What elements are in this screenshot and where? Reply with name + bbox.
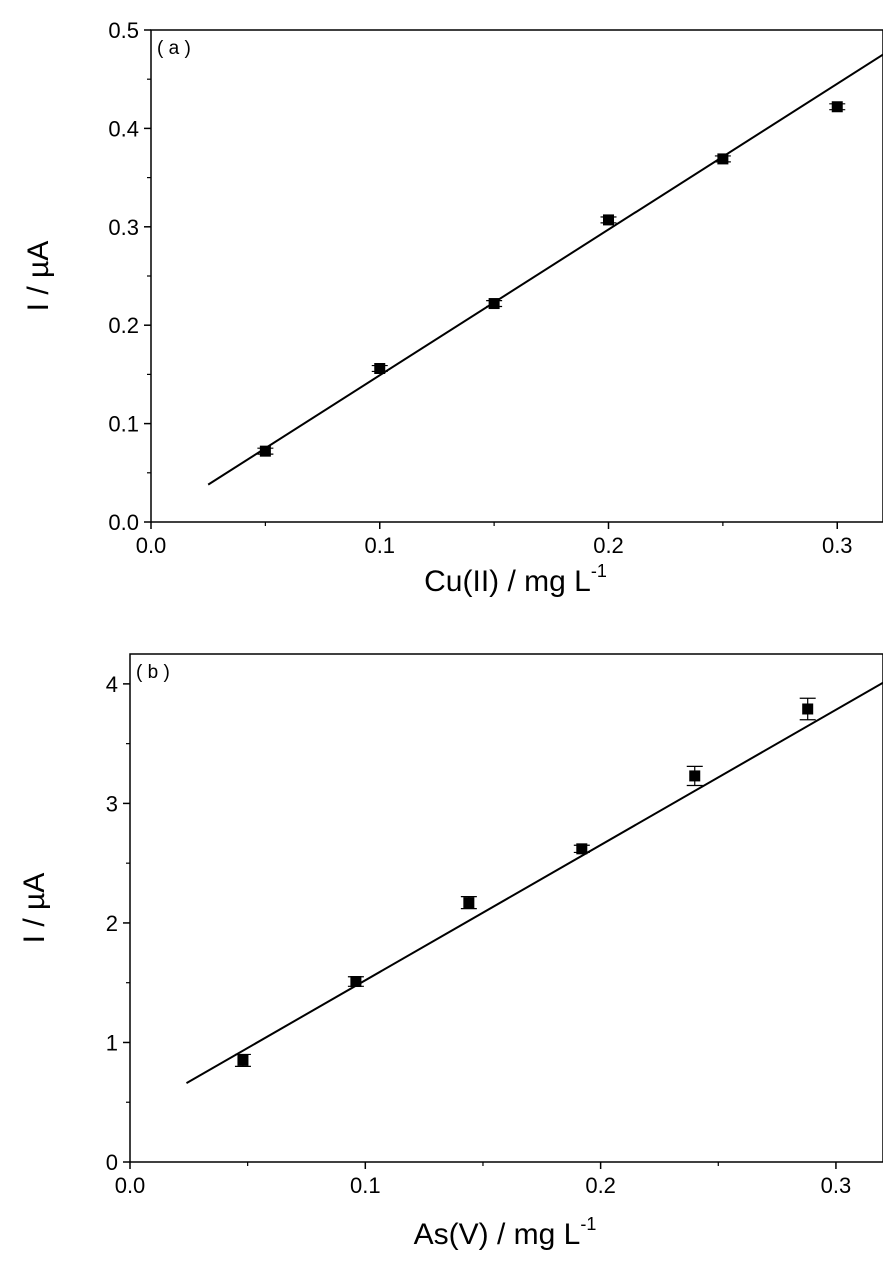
x-axis-title: Cu(II) / mg L-1	[424, 561, 607, 598]
chart-panel: 0.0 0.1 0.2 0.3 0.0 0.1 0.2 0.3 0.4 0.5 ( a ) Cu(II…	[22, 18, 883, 598]
x-tick-label: 0.3	[822, 533, 853, 558]
x-tick-label: 0.2	[593, 533, 624, 558]
x-tick-label: 0.0	[115, 1173, 146, 1198]
data-point	[802, 703, 814, 715]
y-tick-label: 3	[106, 791, 118, 816]
y-tick-label: 0.1	[108, 412, 139, 437]
x-tick-label: 0.0	[136, 533, 167, 558]
data-point	[576, 843, 588, 855]
y-tick-label: 1	[106, 1030, 118, 1055]
data-point	[717, 153, 729, 165]
data-point	[259, 445, 271, 457]
x-axis-title-exponent: -1	[591, 561, 607, 581]
x-tick-label: 0.1	[350, 1173, 381, 1198]
y-tick-label: 0	[106, 1150, 118, 1175]
x-axis-title: As(V) / mg L-1	[414, 1214, 597, 1251]
data-point	[488, 298, 500, 310]
plot-frame	[129, 653, 883, 1163]
panel-label: ( b )	[136, 662, 170, 683]
fit-line	[185, 681, 883, 1084]
x-tick-label: 0.1	[364, 533, 395, 558]
y-tick-label: 0.0	[108, 510, 139, 535]
y-tick-label: 0.5	[108, 18, 139, 43]
y-axis-title: I / µA	[18, 873, 51, 944]
data-point	[603, 214, 614, 226]
data-point	[831, 101, 843, 113]
y-tick-label: 0.4	[108, 116, 139, 141]
x-axis-title-exponent: -1	[580, 1214, 596, 1234]
data-point	[350, 976, 362, 988]
x-axis-title-text: As(V) / mg L	[414, 1218, 581, 1251]
data-point	[463, 897, 475, 909]
y-tick-label: 2	[106, 911, 118, 936]
data-point	[237, 1054, 249, 1066]
y-tick-label: 4	[106, 672, 118, 697]
x-tick-label: 0.3	[821, 1173, 852, 1198]
chart-panel: 0.0 0.1 0.2 0.3 0 1 2 3 4 ( b ) As(V) / mg L-1 I / …	[18, 653, 883, 1251]
y-axis-title: I / µA	[22, 241, 55, 312]
data-point	[689, 770, 701, 782]
y-tick-label: 0.3	[108, 215, 139, 240]
fit-line	[207, 53, 883, 486]
y-tick-label: 0.2	[108, 313, 139, 338]
data-point	[374, 362, 386, 374]
x-axis-title-text: Cu(II) / mg L	[424, 565, 591, 598]
x-tick-label: 0.2	[585, 1173, 616, 1198]
panel-label: ( a )	[157, 38, 191, 59]
